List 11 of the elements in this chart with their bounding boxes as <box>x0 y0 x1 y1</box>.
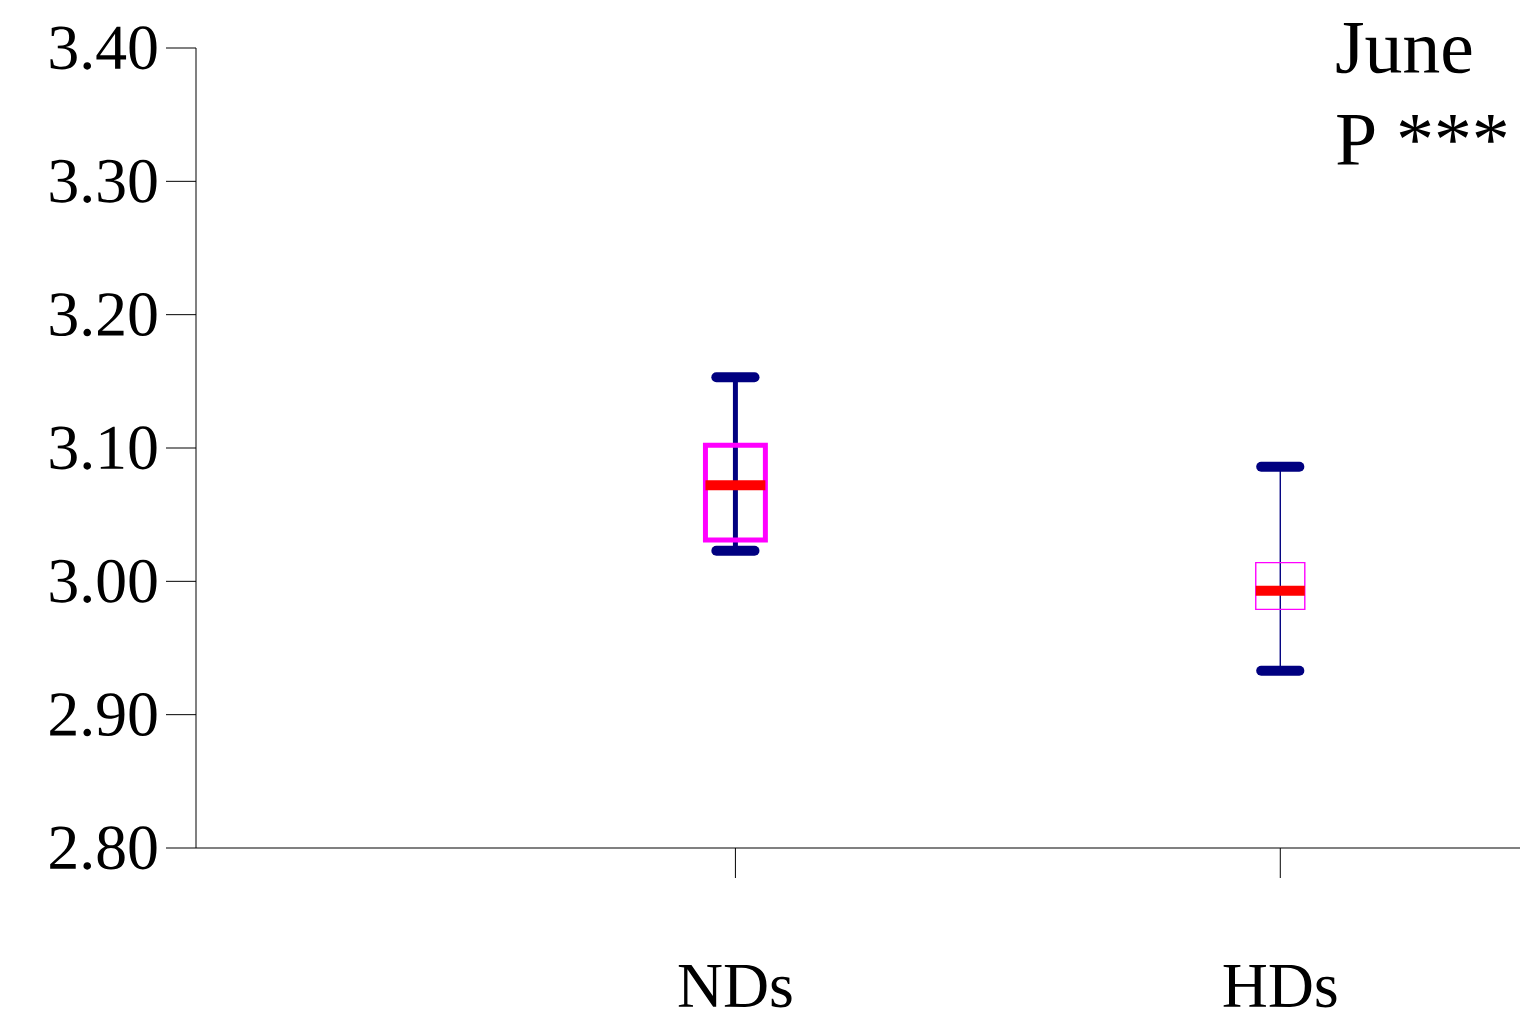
y-tick-label: 3.00 <box>50 559 157 603</box>
annotation: June <box>1336 23 1472 74</box>
y-tick-label: 3.30 <box>50 159 157 203</box>
y-tick-label: 3.10 <box>50 426 157 470</box>
y-tick-label: 2.90 <box>50 693 157 737</box>
annotation: P *** <box>1337 115 1507 165</box>
y-tick-label: 3.40 <box>50 26 157 70</box>
y-tick-label: 2.80 <box>50 826 157 870</box>
x-tick-label: NDs <box>678 965 792 1008</box>
x-tick-label: HDs <box>1223 965 1337 1008</box>
y-tick-label: 3.20 <box>50 293 157 337</box>
